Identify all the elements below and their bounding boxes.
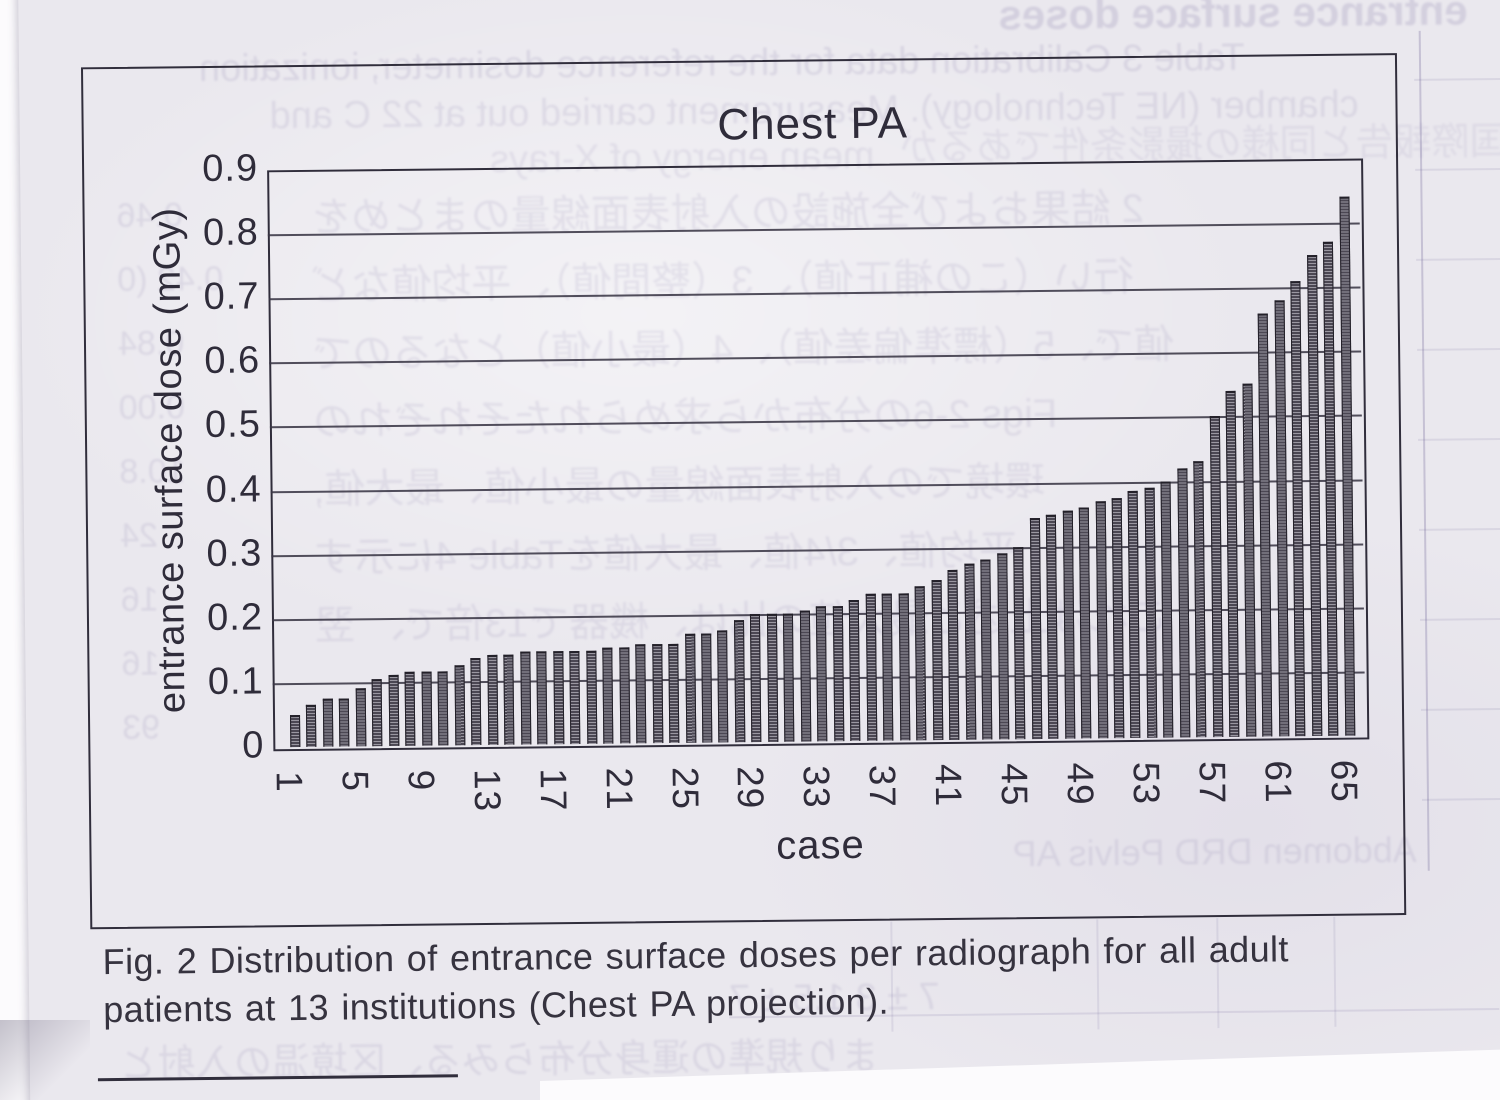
bleed-table-hline: [1421, 707, 1500, 711]
bleed-table-vline-strong: [1418, 30, 1430, 871]
x-tick-label-17: 17: [532, 768, 574, 812]
x-tick-label-29: 29: [730, 765, 772, 810]
bar-case-22: [635, 643, 647, 744]
bar-case-27: [717, 630, 729, 743]
bar-case-14: [503, 654, 515, 745]
bar-case-42: [964, 563, 976, 740]
figure-caption-line2: patients at 13 institutions (Chest PA pr…: [102, 980, 890, 1031]
bar-case-5: [355, 688, 367, 747]
bleed-table-hline: [1415, 167, 1500, 171]
bar-case-4: [339, 698, 350, 747]
y-tick-label-0.7: 0.7: [203, 275, 260, 319]
bleed-table-hline: [1414, 77, 1500, 81]
bleed-table-hline: [1418, 437, 1500, 441]
bar-case-32: [799, 610, 812, 742]
x-tick-label-21: 21: [598, 767, 640, 811]
bar-case-16: [536, 651, 548, 745]
bleed-table-hline: [1417, 347, 1500, 351]
y-tick-label-0: 0: [241, 724, 265, 767]
x-tick-label-65: 65: [1323, 759, 1365, 804]
bar-case-1: [290, 714, 301, 748]
bleed-table-hline: [1419, 527, 1500, 531]
y-tick-label-0.6: 0.6: [204, 339, 261, 383]
x-tick-label-57: 57: [1191, 760, 1233, 805]
bar-case-8: [404, 672, 416, 746]
bar-case-34: [832, 606, 845, 742]
bleed-table-hline: [1421, 797, 1500, 801]
bar-case-38: [898, 592, 911, 741]
bar-case-3: [322, 698, 334, 747]
bar-case-12: [470, 658, 482, 746]
bleed-table-hline: [1416, 257, 1500, 261]
bar-case-41: [947, 569, 960, 740]
y-tick-label-0.3: 0.3: [206, 532, 263, 575]
scanner-corner-shadow: [0, 1020, 90, 1100]
bar-case-39: [914, 586, 927, 741]
x-tick-label-9: 9: [400, 769, 442, 792]
x-tick-label-37: 37: [861, 764, 904, 809]
x-tick-label-25: 25: [664, 766, 706, 811]
bar-case-31: [783, 613, 795, 742]
bar-case-11: [454, 665, 466, 746]
x-tick-label-41: 41: [927, 763, 970, 808]
bar-case-25: [684, 633, 696, 743]
bar-case-2: [306, 705, 317, 747]
bar-case-43: [980, 559, 993, 740]
bar-case-10: [437, 671, 449, 746]
x-tick-label-13: 13: [466, 768, 508, 813]
bar-case-18: [569, 650, 581, 745]
bar-case-45: [1013, 546, 1026, 740]
bleed-table-hline: [1420, 617, 1500, 621]
x-tick-label-49: 49: [1059, 762, 1102, 806]
bar-case-21: [618, 647, 630, 744]
bleed-text-top-right: entrance surface doses: [998, 0, 1468, 39]
next-figure-top-border: [97, 1074, 458, 1081]
bar-case-37: [881, 593, 894, 741]
bar-case-15: [520, 651, 532, 745]
bar-case-35: [849, 599, 861, 742]
bar-case-36: [865, 593, 878, 741]
x-tick-label-5: 5: [334, 770, 376, 793]
x-tick-label-33: 33: [795, 765, 838, 809]
bar-case-33: [816, 606, 828, 742]
y-tick-label-0.9: 0.9: [202, 147, 259, 191]
bar-case-17: [553, 651, 565, 745]
y-tick-label-0.4: 0.4: [205, 467, 262, 511]
paper-page: entrance surface doses Table 3 Calibrati…: [18, 0, 1500, 1100]
bar-case-9: [421, 671, 433, 746]
y-tick-label-0.2: 0.2: [206, 596, 264, 639]
y-tick-label-0.1: 0.1: [207, 660, 264, 703]
y-tick-label-0.5: 0.5: [204, 403, 262, 447]
x-tick-label-45: 45: [993, 763, 1036, 807]
x-tick-label-53: 53: [1125, 761, 1167, 806]
bar-case-29: [750, 613, 762, 743]
bar-case-23: [651, 643, 663, 744]
bar-case-44: [996, 553, 1009, 740]
bar-case-30: [766, 613, 779, 742]
bar-case-20: [602, 647, 614, 744]
figure-caption-line1: Fig. 2 Distribution of entrance surface …: [102, 928, 1290, 983]
bar-case-24: [668, 643, 680, 743]
y-tick-label-0.8: 0.8: [202, 211, 260, 255]
bar-case-28: [733, 620, 746, 743]
x-tick-label-61: 61: [1257, 760, 1299, 804]
x-tick-label-1: 1: [268, 770, 310, 793]
bar-case-7: [388, 675, 400, 747]
bar-case-6: [372, 678, 383, 747]
bar-case-26: [701, 633, 713, 743]
bar-case-19: [585, 650, 597, 744]
bar-case-13: [487, 655, 499, 745]
bar-case-40: [931, 579, 944, 741]
